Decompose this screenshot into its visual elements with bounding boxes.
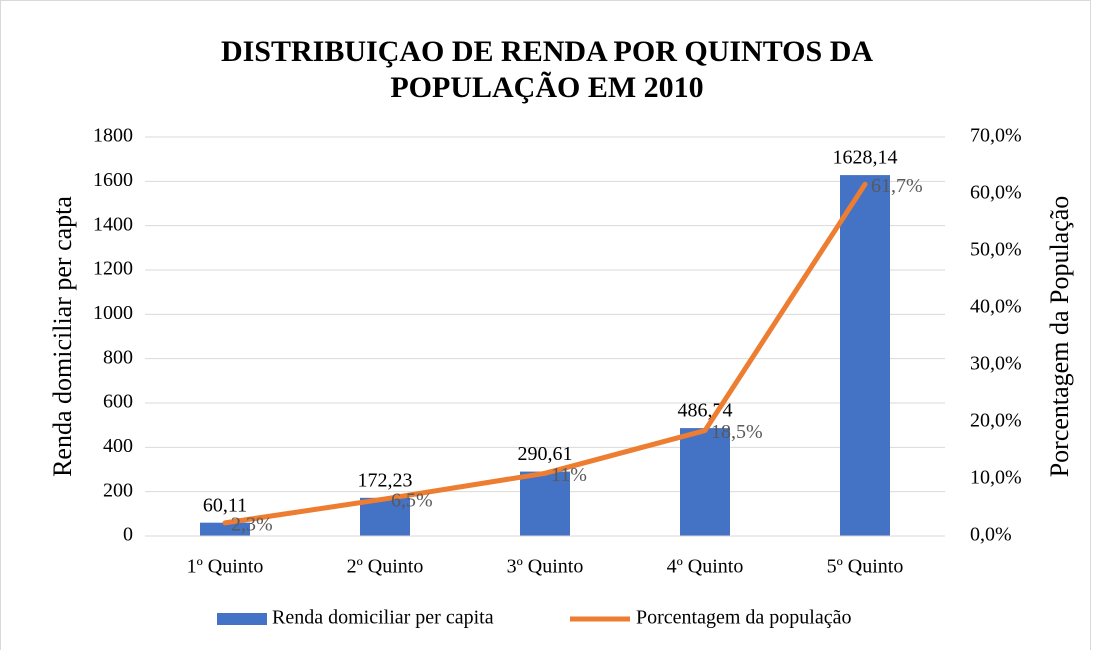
- y-tick-label: 400: [103, 435, 133, 457]
- y-tick-label: 800: [103, 346, 133, 368]
- y-tick-label: 1200: [93, 258, 133, 280]
- y-axis-title: Renda domiciliar per capta: [48, 196, 77, 477]
- y2-axis-title: Porcentagem da População: [1045, 196, 1074, 478]
- y-tick-label: 1800: [93, 125, 133, 147]
- bar-value-label: 290,61: [518, 443, 573, 465]
- chart-title: DISTRIBUIÇAO DE RENDA POR QUINTOS DA POP…: [220, 35, 874, 104]
- y-tick-label: 1000: [93, 302, 133, 324]
- y2-tick-label: 30,0%: [970, 353, 1022, 375]
- line-value-label: 11%: [551, 464, 587, 486]
- y2-tick-label: 20,0%: [970, 410, 1022, 432]
- bar-value-label: 172,23: [358, 469, 413, 491]
- line-value-label: 6,5%: [391, 490, 433, 512]
- legend-swatch: [217, 613, 267, 625]
- legend-label: Renda domiciliar per capita: [272, 607, 494, 629]
- y-tick-label: 0: [123, 524, 133, 546]
- y2-tick-label: 50,0%: [970, 239, 1022, 261]
- bar: [680, 428, 730, 536]
- x-tick-label: 2º Quinto: [347, 556, 424, 578]
- bar: [520, 471, 570, 536]
- x-tick-label: 3º Quinto: [507, 556, 584, 578]
- bar: [360, 497, 410, 536]
- legend-label: Porcentagem da população: [636, 607, 851, 629]
- y-tick-label: 600: [103, 391, 133, 413]
- y-tick-label: 1400: [93, 213, 133, 235]
- bar: [840, 175, 890, 536]
- y2-tick-label: 70,0%: [970, 125, 1022, 147]
- line: [222, 181, 868, 526]
- y-tick-label: 1600: [93, 169, 133, 191]
- y-tick-label: 200: [103, 479, 133, 501]
- y2-tick-label: 0,0%: [970, 524, 1012, 546]
- x-tick-label: 1º Quinto: [187, 556, 264, 578]
- bar: [200, 522, 250, 536]
- y2-tick-label: 60,0%: [970, 182, 1022, 204]
- x-tick-label: 5º Quinto: [827, 556, 904, 578]
- y2-tick-label: 40,0%: [970, 296, 1022, 318]
- x-tick-label: 4º Quinto: [667, 556, 744, 578]
- bar-value-label: 1628,14: [833, 147, 898, 169]
- line-value-label: 18,5%: [711, 421, 763, 443]
- bar-value-label: 60,11: [203, 494, 247, 516]
- line-value-label: 2,3%: [231, 513, 273, 535]
- line-value-label: 61,7%: [871, 175, 923, 197]
- y2-tick-label: 10,0%: [970, 467, 1022, 489]
